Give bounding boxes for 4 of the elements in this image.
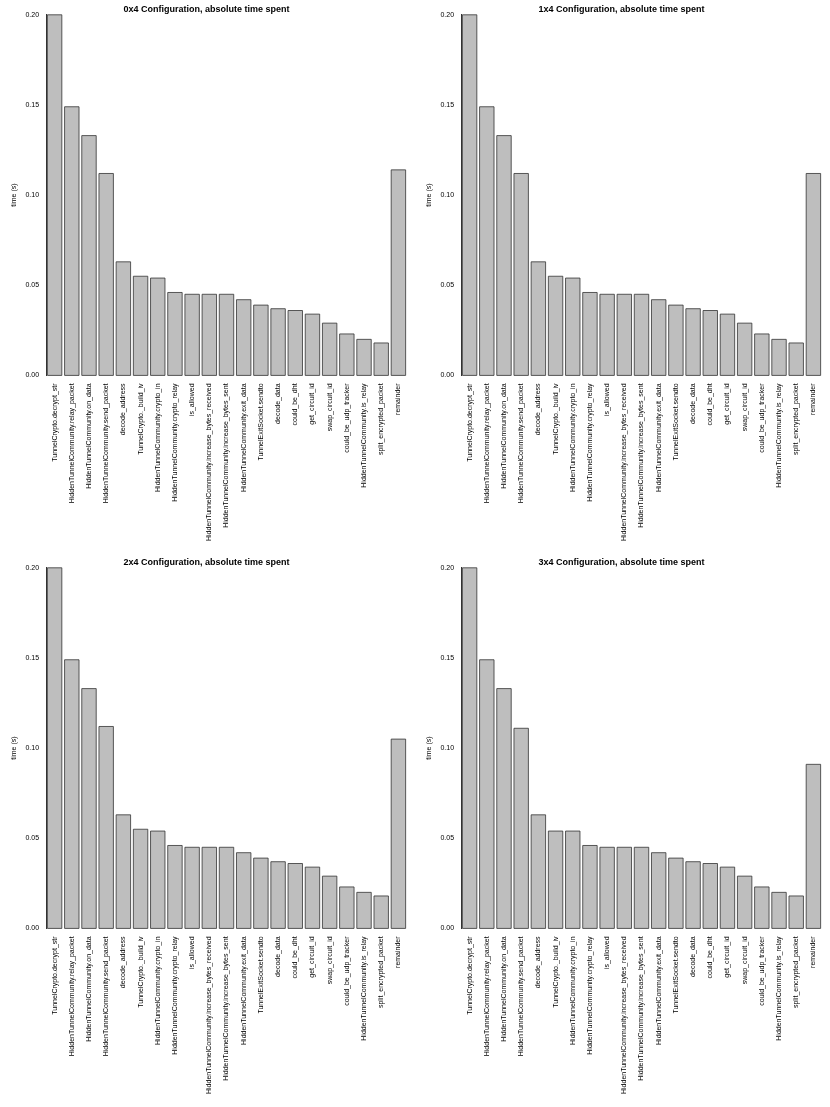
chart-title: 0x4 Configuration, absolute time spent — [123, 3, 290, 14]
chart-title: 1x4 Configuration, absolute time spent — [538, 3, 705, 14]
chart-title: 2x4 Configuration, absolute time spent — [123, 556, 290, 567]
chart-title: 3x4 Configuration, absolute time spent — [538, 556, 705, 567]
